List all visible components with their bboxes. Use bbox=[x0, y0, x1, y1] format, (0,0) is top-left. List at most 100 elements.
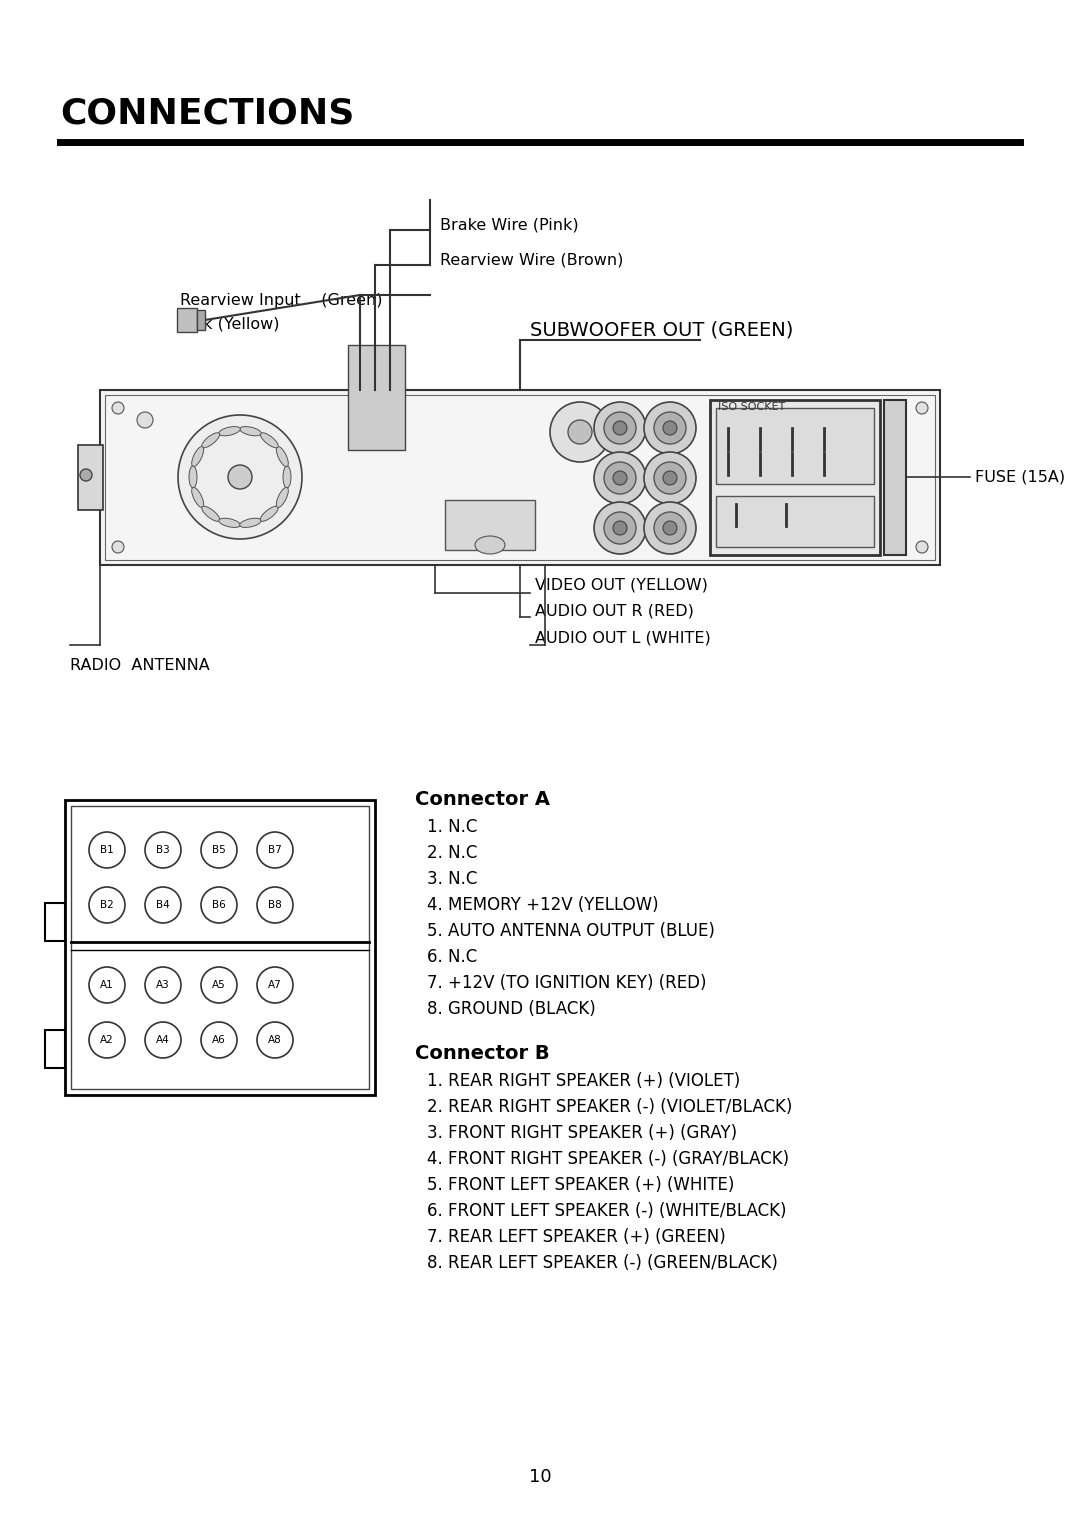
Circle shape bbox=[568, 420, 592, 444]
Circle shape bbox=[112, 402, 124, 414]
Text: 8. GROUND (BLACK): 8. GROUND (BLACK) bbox=[427, 1000, 596, 1019]
Bar bbox=[445, 499, 535, 550]
Bar bbox=[710, 400, 880, 554]
Bar bbox=[78, 444, 103, 510]
Text: 5. FRONT LEFT SPEAKER (+) (WHITE): 5. FRONT LEFT SPEAKER (+) (WHITE) bbox=[427, 1176, 734, 1194]
Circle shape bbox=[654, 463, 686, 495]
Text: 5. AUTO ANTENNA OUTPUT (BLUE): 5. AUTO ANTENNA OUTPUT (BLUE) bbox=[427, 922, 715, 941]
Circle shape bbox=[257, 967, 293, 1003]
Circle shape bbox=[145, 967, 181, 1003]
Ellipse shape bbox=[219, 426, 241, 435]
FancyBboxPatch shape bbox=[197, 310, 205, 330]
Text: Brake Wire (Pink): Brake Wire (Pink) bbox=[440, 217, 579, 232]
Text: SUBWOOFER OUT (GREEN): SUBWOOFER OUT (GREEN) bbox=[530, 321, 794, 339]
Circle shape bbox=[257, 887, 293, 922]
Text: 2. REAR RIGHT SPEAKER (-) (VIOLET/BLACK): 2. REAR RIGHT SPEAKER (-) (VIOLET/BLACK) bbox=[427, 1098, 793, 1116]
Bar bbox=[100, 389, 940, 565]
Circle shape bbox=[201, 967, 237, 1003]
Circle shape bbox=[644, 452, 696, 504]
Text: AUDIO OUT L (WHITE): AUDIO OUT L (WHITE) bbox=[535, 631, 711, 646]
Circle shape bbox=[257, 1022, 293, 1058]
Circle shape bbox=[654, 512, 686, 544]
Circle shape bbox=[916, 541, 928, 553]
Text: B6: B6 bbox=[212, 899, 226, 910]
Ellipse shape bbox=[283, 466, 291, 489]
Text: 3. FRONT RIGHT SPEAKER (+) (GRAY): 3. FRONT RIGHT SPEAKER (+) (GRAY) bbox=[427, 1124, 738, 1142]
Circle shape bbox=[613, 521, 627, 534]
Text: jack (Yellow): jack (Yellow) bbox=[180, 318, 280, 333]
Circle shape bbox=[201, 832, 237, 867]
Text: 10: 10 bbox=[529, 1467, 551, 1486]
Ellipse shape bbox=[475, 536, 505, 554]
Text: B7: B7 bbox=[268, 844, 282, 855]
Text: Rearview Wire (Brown): Rearview Wire (Brown) bbox=[440, 252, 623, 267]
Text: 8. REAR LEFT SPEAKER (-) (GREEN/BLACK): 8. REAR LEFT SPEAKER (-) (GREEN/BLACK) bbox=[427, 1254, 778, 1272]
Text: ISO SOCKET: ISO SOCKET bbox=[718, 402, 785, 412]
Bar bbox=[716, 496, 874, 547]
Text: 1. REAR RIGHT SPEAKER (+) (VIOLET): 1. REAR RIGHT SPEAKER (+) (VIOLET) bbox=[427, 1072, 740, 1090]
Bar bbox=[65, 800, 375, 1095]
Text: A7: A7 bbox=[268, 980, 282, 989]
Text: A8: A8 bbox=[268, 1035, 282, 1044]
Text: 2. N.C: 2. N.C bbox=[427, 844, 477, 863]
Bar bbox=[105, 395, 935, 560]
Ellipse shape bbox=[240, 518, 261, 527]
Bar bbox=[885, 400, 906, 554]
Ellipse shape bbox=[240, 426, 261, 435]
Text: Rearview Input    (Green): Rearview Input (Green) bbox=[180, 293, 382, 307]
Text: B1: B1 bbox=[100, 844, 113, 855]
Text: B3: B3 bbox=[157, 844, 170, 855]
Text: A4: A4 bbox=[157, 1035, 170, 1044]
Text: VIDEO OUT (YELLOW): VIDEO OUT (YELLOW) bbox=[535, 577, 707, 592]
Ellipse shape bbox=[191, 446, 204, 467]
Text: 6. N.C: 6. N.C bbox=[427, 948, 477, 967]
Circle shape bbox=[137, 412, 153, 428]
Ellipse shape bbox=[276, 487, 288, 507]
Text: A3: A3 bbox=[157, 980, 170, 989]
Bar bbox=[45, 1031, 65, 1067]
Ellipse shape bbox=[276, 446, 288, 467]
Bar bbox=[348, 345, 405, 450]
Text: 3. N.C: 3. N.C bbox=[427, 870, 477, 889]
Circle shape bbox=[663, 421, 677, 435]
Circle shape bbox=[916, 402, 928, 414]
Text: 7. +12V (TO IGNITION KEY) (RED): 7. +12V (TO IGNITION KEY) (RED) bbox=[427, 974, 706, 993]
Circle shape bbox=[178, 415, 302, 539]
Circle shape bbox=[613, 470, 627, 486]
Text: 6. FRONT LEFT SPEAKER (-) (WHITE/BLACK): 6. FRONT LEFT SPEAKER (-) (WHITE/BLACK) bbox=[427, 1202, 786, 1220]
Circle shape bbox=[663, 521, 677, 534]
Circle shape bbox=[644, 402, 696, 454]
Text: 4. FRONT RIGHT SPEAKER (-) (GRAY/BLACK): 4. FRONT RIGHT SPEAKER (-) (GRAY/BLACK) bbox=[427, 1150, 789, 1168]
Circle shape bbox=[594, 502, 646, 554]
Circle shape bbox=[112, 541, 124, 553]
Ellipse shape bbox=[191, 487, 204, 507]
Circle shape bbox=[228, 466, 252, 489]
Circle shape bbox=[89, 1022, 125, 1058]
Circle shape bbox=[604, 512, 636, 544]
Text: AUDIO OUT R (RED): AUDIO OUT R (RED) bbox=[535, 603, 693, 618]
Ellipse shape bbox=[202, 432, 219, 447]
FancyBboxPatch shape bbox=[177, 308, 197, 331]
Bar bbox=[45, 904, 65, 941]
Ellipse shape bbox=[260, 507, 279, 521]
Circle shape bbox=[644, 502, 696, 554]
Circle shape bbox=[80, 469, 92, 481]
Ellipse shape bbox=[202, 507, 219, 521]
Circle shape bbox=[663, 470, 677, 486]
Circle shape bbox=[257, 832, 293, 867]
Ellipse shape bbox=[260, 432, 279, 447]
Circle shape bbox=[201, 1022, 237, 1058]
Text: Connector B: Connector B bbox=[415, 1044, 550, 1063]
Ellipse shape bbox=[189, 466, 197, 489]
Text: A1: A1 bbox=[100, 980, 113, 989]
Circle shape bbox=[201, 887, 237, 922]
Text: RADIO  ANTENNA: RADIO ANTENNA bbox=[70, 658, 210, 672]
Circle shape bbox=[604, 463, 636, 495]
Circle shape bbox=[613, 421, 627, 435]
Circle shape bbox=[89, 832, 125, 867]
Circle shape bbox=[145, 1022, 181, 1058]
Text: A6: A6 bbox=[212, 1035, 226, 1044]
Text: Connector A: Connector A bbox=[415, 789, 550, 809]
Text: B5: B5 bbox=[212, 844, 226, 855]
Circle shape bbox=[145, 832, 181, 867]
